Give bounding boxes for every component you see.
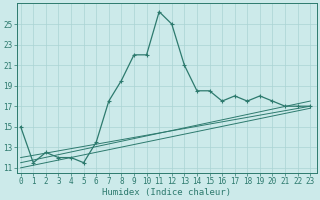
X-axis label: Humidex (Indice chaleur): Humidex (Indice chaleur) bbox=[102, 188, 231, 197]
